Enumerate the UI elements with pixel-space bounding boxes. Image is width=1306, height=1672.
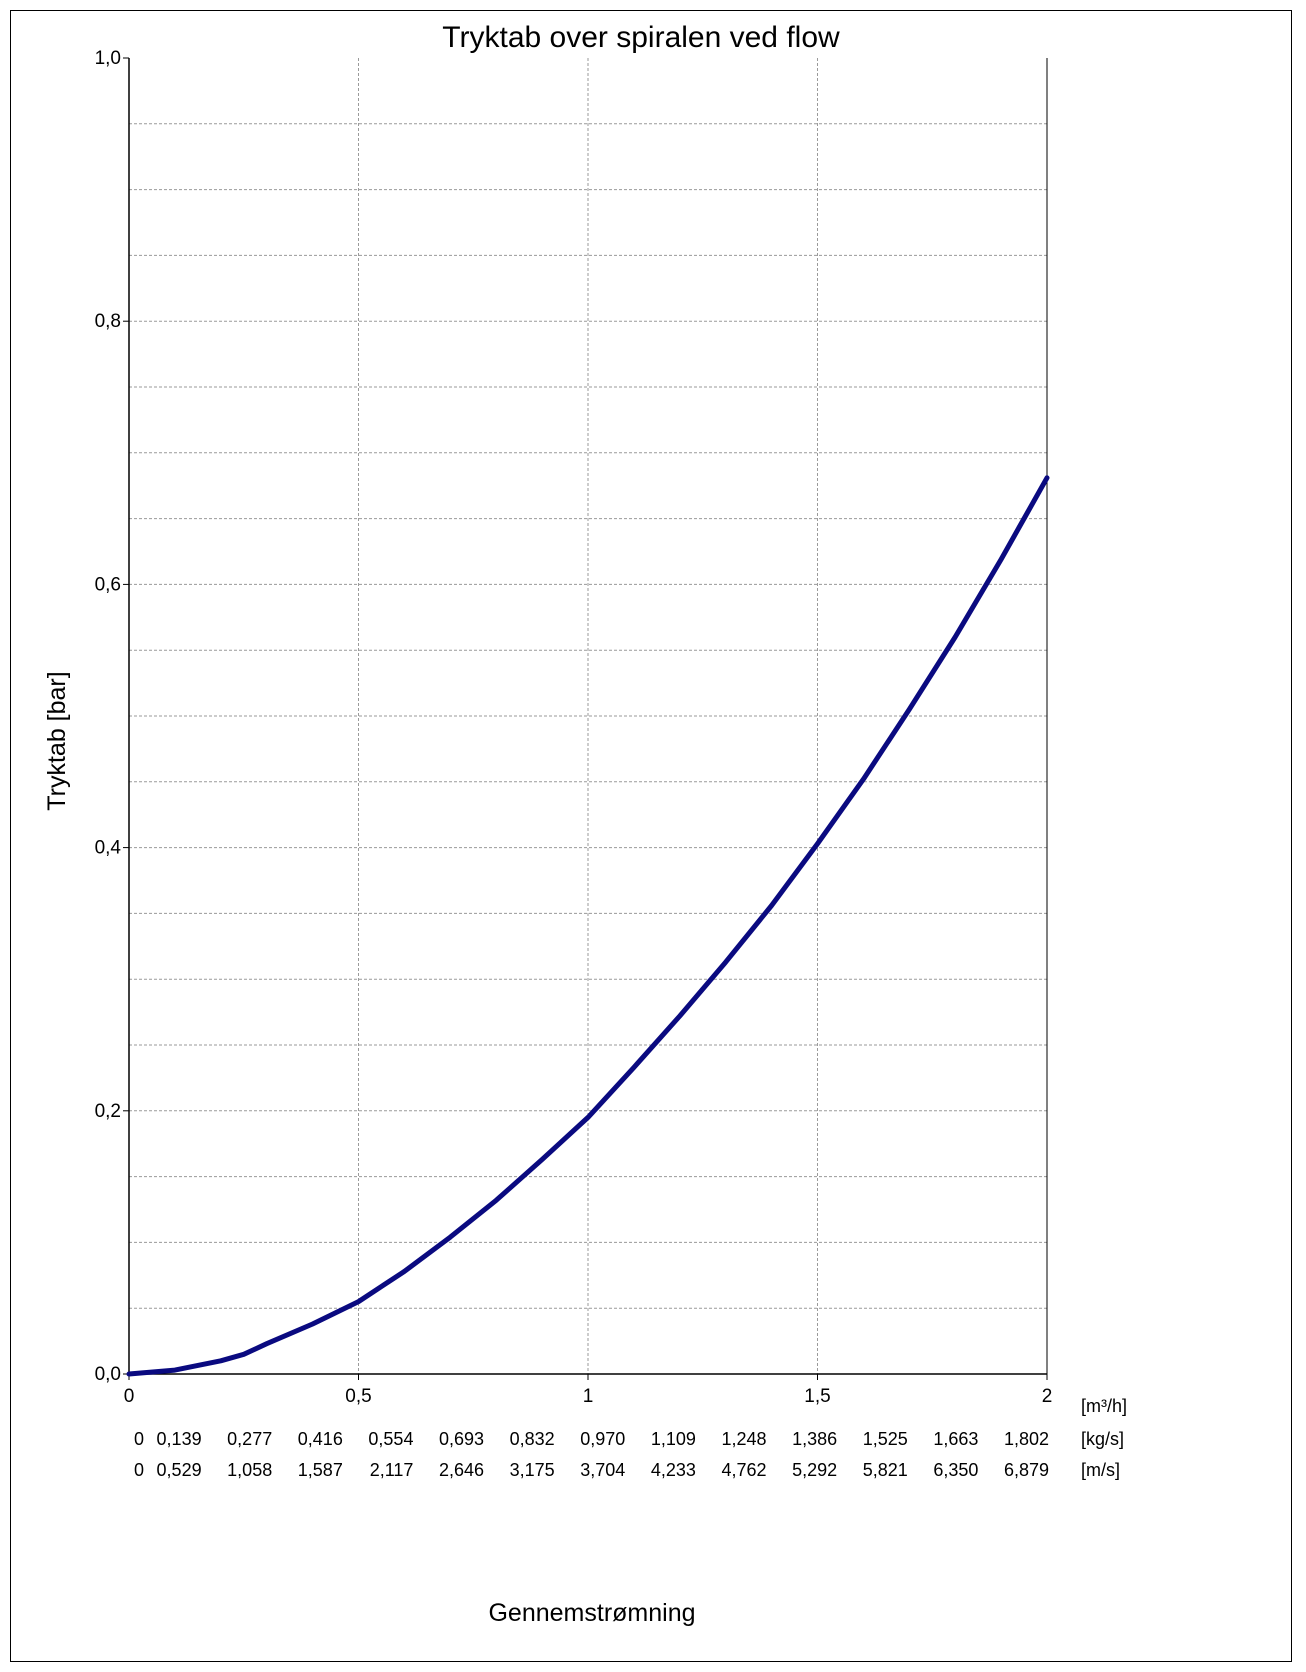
y-tick-label: 0,2	[95, 1101, 121, 1122]
unit-rows: [m³/h] [kg/s] 0 0,139 0,277 0,416 0,554 0,693 0,…	[134, 1396, 1127, 1480]
unit-row-value: 0,970	[580, 1429, 625, 1449]
unit-row-value: 0,416	[298, 1429, 343, 1449]
unit-row-value: 2,646	[439, 1460, 484, 1480]
x-tick-label: 2	[1042, 1386, 1053, 1407]
unit-row-value: 0,832	[510, 1429, 555, 1449]
chart-svg: Tryktab over spiralen ved flow 0,0 0,2 0,4…	[43, 21, 1127, 1627]
y-tick-label: 1,0	[95, 48, 121, 69]
plot-axes	[123, 57, 1048, 1380]
chart-frame: Tryktab over spiralen ved flow 0,0 0,2 0,4…	[10, 10, 1292, 1662]
unit-row-value: 0,529	[157, 1460, 202, 1480]
x-axis-label: Gennemstrømning	[488, 1599, 695, 1627]
unit-row-value: 0,554	[368, 1429, 413, 1449]
series-line	[126, 475, 1050, 1377]
unit-label: [m/s]	[1081, 1460, 1120, 1480]
unit-row-value: 1,248	[721, 1429, 766, 1449]
unit-row-value: 6,350	[933, 1460, 978, 1480]
unit-row-value: 4,762	[721, 1460, 766, 1480]
x-tick-label: 1,5	[804, 1386, 830, 1407]
unit-row-value: 1,802	[1004, 1429, 1049, 1449]
unit-row-value: 0,693	[439, 1429, 484, 1449]
unit-row-value: 3,704	[580, 1460, 625, 1480]
unit-row-value: 4,233	[651, 1460, 696, 1480]
x-tick-label: 0,5	[345, 1386, 371, 1407]
minor-gridlines	[129, 123, 1047, 1309]
x-tick-labels: 0 0,5 1 1,5 2	[124, 1386, 1053, 1407]
unit-row-value: 0	[134, 1429, 144, 1449]
y-tick-label: 0,6	[95, 574, 121, 595]
unit-row-value: 5,292	[792, 1460, 837, 1480]
unit-row-value: 2,117	[370, 1460, 414, 1480]
x-tick-label: 1	[583, 1386, 594, 1407]
x-tick-label: 0	[124, 1386, 135, 1407]
y-tick-labels: 0,0 0,2 0,4 0,6 0,8 1,0	[95, 48, 122, 1385]
unit-row-value: 1,386	[792, 1429, 837, 1449]
unit-row-value: 1,587	[298, 1460, 343, 1480]
unit-label: [m³/h]	[1081, 1396, 1127, 1416]
chart-title: Tryktab over spiralen ved flow	[442, 21, 840, 54]
y-tick-label: 0,8	[95, 311, 121, 332]
unit-row-value: 5,821	[863, 1460, 908, 1480]
unit-label: [kg/s]	[1081, 1429, 1124, 1449]
unit-row-value: 1,663	[933, 1429, 978, 1449]
unit-row-value: 1,525	[863, 1429, 908, 1449]
y-tick-label: 0,4	[95, 838, 122, 859]
unit-row-value: 6,879	[1004, 1460, 1049, 1480]
unit-row-value: 0	[134, 1460, 144, 1480]
data-series	[126, 475, 1050, 1377]
unit-row-value: 1,109	[651, 1429, 696, 1449]
y-tick-label: 0,0	[95, 1364, 121, 1385]
unit-row-value: 1,058	[227, 1460, 272, 1480]
unit-row-value: 3,175	[510, 1460, 555, 1480]
unit-row-value: 0,139	[157, 1429, 202, 1449]
unit-row-value: 0,277	[227, 1429, 272, 1449]
y-axis-label: Tryktab [bar]	[43, 671, 71, 810]
